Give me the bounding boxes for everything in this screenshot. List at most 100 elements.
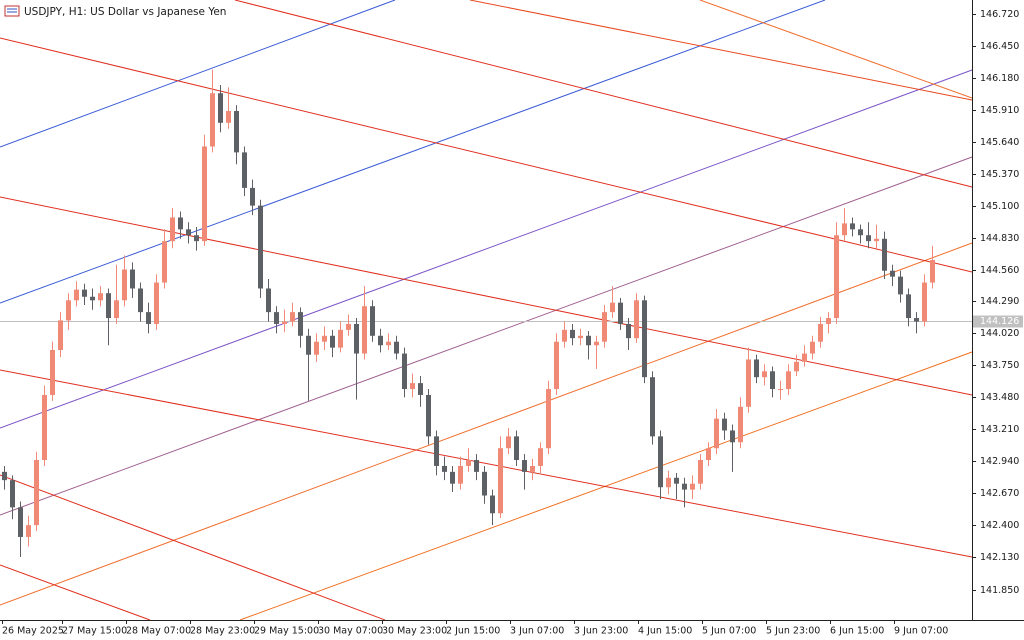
trend-line [0, 242, 973, 606]
x-tick-label: 5 Jun 07:00 [702, 626, 756, 637]
candle-body [730, 430, 735, 443]
candle-body [66, 300, 71, 321]
candle-body [330, 335, 335, 348]
trend-line [0, 369, 973, 558]
candle-body [58, 320, 63, 350]
trend-line [0, 474, 386, 621]
y-tick-label: 142.940 [980, 456, 1019, 467]
candle-body [658, 436, 663, 488]
trend-line [0, 196, 973, 396]
candle-body [586, 335, 591, 346]
y-tick-label: 146.180 [980, 73, 1019, 84]
candle-body [154, 282, 159, 324]
x-tick-label: 9 Jun 07:00 [894, 626, 948, 637]
candle-body [218, 93, 223, 123]
y-tick-label: 144.290 [980, 296, 1019, 307]
x-tick-label: 3 Jun 23:00 [574, 626, 628, 637]
candle-body [922, 282, 927, 322]
x-tick-label: 30 May 23:00 [382, 626, 447, 637]
candle-body [610, 302, 615, 313]
candle-body [378, 335, 383, 346]
candle-body [146, 312, 151, 324]
candle-body [138, 288, 143, 313]
candle-body [746, 359, 751, 407]
candle-body [794, 361, 799, 372]
candle-body [362, 306, 367, 354]
candle-body [82, 289, 87, 297]
candle-body [906, 294, 911, 319]
trend-line [0, 564, 151, 621]
candle-body [858, 229, 863, 236]
candle-body [426, 394, 431, 437]
candle-body [370, 306, 375, 336]
candles [2, 69, 935, 558]
candle-body [618, 302, 623, 324]
candle-body [274, 312, 279, 324]
candle-body [602, 312, 607, 342]
candle-body [130, 269, 135, 289]
candle-body [874, 238, 879, 242]
candle-body [810, 341, 815, 354]
candle-body [930, 260, 935, 283]
candle-body [634, 300, 639, 339]
candle-body [466, 460, 471, 466]
candle-body [18, 507, 23, 537]
candle-body [562, 329, 567, 342]
candle-body [226, 110, 231, 123]
candle-body [866, 235, 871, 242]
candle-body [754, 359, 759, 378]
candle-body [402, 353, 407, 390]
current-price-label: 144.126 [980, 316, 1019, 327]
candle-body [842, 223, 847, 236]
candle-body [850, 223, 855, 230]
candle-body [594, 341, 599, 346]
candle-body [234, 110, 239, 153]
candle-body [2, 471, 7, 481]
candle-body [546, 389, 551, 449]
chart-icon [4, 5, 20, 17]
candle-body [482, 471, 487, 496]
candle-body [322, 335, 327, 342]
candle-body [690, 483, 695, 490]
candle-body [706, 448, 711, 461]
candle-body [290, 312, 295, 322]
candle-body [354, 323, 359, 354]
y-tick-label: 143.750 [980, 360, 1019, 371]
candle-body [314, 341, 319, 355]
candle-body [506, 436, 511, 449]
candle-body [778, 389, 783, 391]
candle-body [642, 300, 647, 378]
candle-body [442, 465, 447, 472]
candle-body [674, 477, 679, 484]
candle-body [170, 217, 175, 242]
y-tick-label: 144.020 [980, 328, 1019, 339]
x-tick-label: 29 May 15:00 [254, 626, 319, 637]
candle-body [818, 323, 823, 342]
y-tick-label: 144.560 [980, 265, 1019, 276]
trend-lines [0, 0, 973, 621]
candle-body [834, 235, 839, 319]
x-tick-label: 4 Jun 15:00 [638, 626, 692, 637]
candle-body [530, 465, 535, 472]
candle-body [210, 93, 215, 147]
x-tick-label: 6 Jun 15:00 [830, 626, 884, 637]
x-tick-label: 28 May 23:00 [190, 626, 255, 637]
y-tick-label: 143.210 [980, 424, 1019, 435]
candle-body [514, 436, 519, 461]
candle-body [890, 270, 895, 277]
trend-line [0, 0, 826, 304]
candle-body [898, 276, 903, 295]
candle-body [178, 217, 183, 230]
candle-body [450, 471, 455, 484]
candle-body [346, 323, 351, 330]
candle-body [202, 146, 207, 242]
candle-body [802, 353, 807, 362]
trend-line [469, 0, 973, 101]
candle-body [538, 448, 543, 466]
candle-body [418, 383, 423, 395]
x-tick-label: 3 Jun 07:00 [510, 626, 564, 637]
candle-body [570, 329, 575, 339]
trend-line [0, 37, 973, 273]
